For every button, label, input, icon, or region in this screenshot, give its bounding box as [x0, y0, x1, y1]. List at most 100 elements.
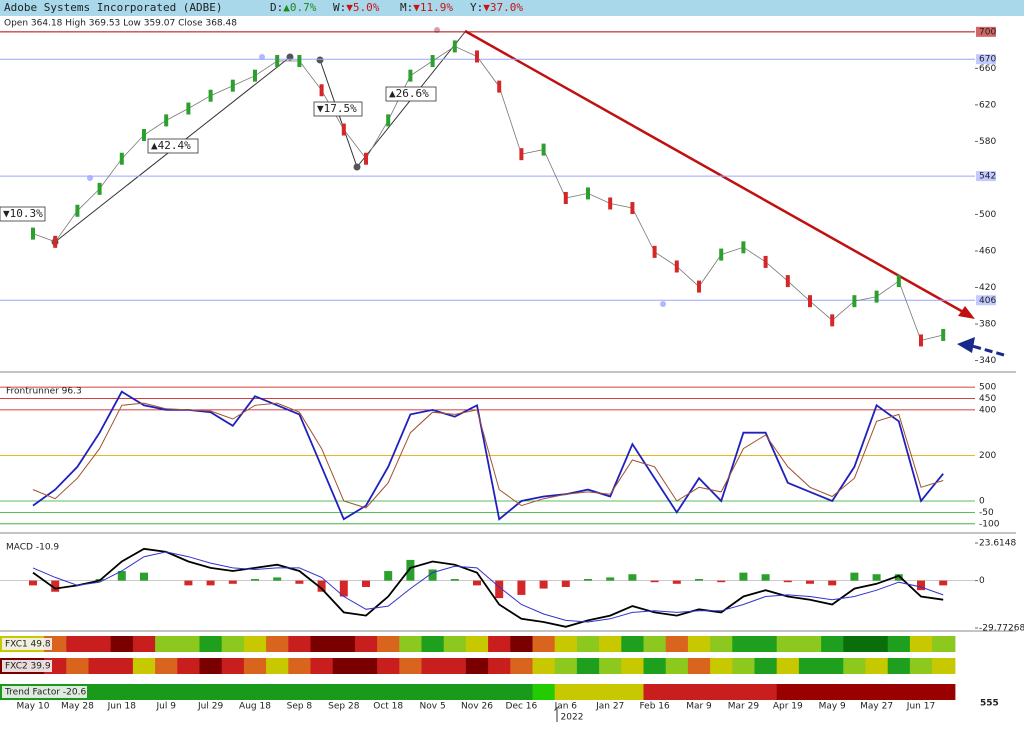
heat-cell: [643, 684, 667, 700]
level-box: [976, 171, 996, 182]
price-bar: [341, 123, 346, 136]
price-bar: [919, 334, 923, 347]
heat-cell: [243, 658, 267, 674]
price-bar: [874, 290, 879, 303]
panel-title: Frontrunner 96.3: [6, 387, 82, 397]
heat-cell: [599, 636, 622, 652]
heat-cell: [510, 636, 533, 652]
heat-cell: [821, 684, 844, 700]
header-change: W:▼5.0%: [333, 1, 380, 14]
panel-title: MACD -10.9: [6, 543, 59, 553]
x-tick-label: Oct 18: [373, 702, 403, 712]
histogram-bar: [495, 580, 504, 599]
histogram-bar: [450, 579, 459, 581]
heat-cell: [576, 684, 600, 700]
change-value: ▼37.0%: [483, 1, 523, 14]
heat-cell: [510, 658, 533, 674]
series-line: [32, 547, 944, 628]
histogram-bar: [29, 580, 37, 586]
y-tick-label: 0: [979, 497, 985, 507]
heat-cell: [155, 684, 178, 700]
x-tick-label: Jun 17: [906, 702, 935, 712]
level-label: 670: [979, 55, 996, 65]
heat-cell: [332, 636, 356, 652]
heat-cell: [865, 658, 889, 674]
price-bar: [519, 148, 524, 161]
annotations-layer: [51, 27, 1005, 357]
price-bar: [808, 295, 812, 308]
heat-cell: [377, 684, 400, 700]
level-box: [976, 295, 996, 306]
heat-cell: [621, 658, 644, 674]
histogram-bar: [939, 580, 948, 586]
y-tick-label: -29.77268: [979, 624, 1024, 634]
heat-cell: [710, 658, 733, 674]
heat-cell: [354, 636, 378, 652]
heat-cell: [776, 636, 800, 652]
y-tick-label: 660: [979, 64, 996, 74]
heat-cell: [732, 636, 755, 652]
histogram-bar: [584, 579, 592, 581]
x-tick-label: Mar 9: [686, 702, 712, 712]
price-bar: [475, 50, 479, 63]
price-bar: [896, 275, 901, 288]
heat-cell: [465, 636, 489, 652]
scale-label: 555: [980, 699, 999, 709]
histogram-bar: [428, 569, 437, 581]
level-label: 406: [979, 296, 996, 306]
x-tick-label: Feb 16: [639, 702, 670, 712]
heat-cell: [843, 658, 866, 674]
price-bar: [364, 152, 368, 165]
series-line: [32, 402, 944, 509]
header-title: Adobe Systems Incorporated (ADBE): [4, 1, 223, 14]
x-tick-label: Dec 16: [506, 702, 538, 712]
histogram-bar: [251, 579, 259, 581]
heat-cell: [199, 636, 223, 652]
heat-cell: [554, 658, 578, 674]
histogram-bar: [317, 580, 326, 592]
change-value: ▲0.7%: [283, 1, 316, 14]
change-label: W:: [333, 1, 346, 14]
heat-cell: [909, 636, 933, 652]
x-tick-label: Aug 18: [239, 702, 271, 712]
heat-cell: [865, 684, 889, 700]
heat-cell: [665, 636, 689, 652]
price-bar: [230, 79, 235, 92]
histogram-bar: [384, 571, 393, 581]
ohlc: Open 364.18 High 369.53 Low 359.07 Close…: [4, 19, 237, 29]
heat-cell: [510, 684, 533, 700]
price-bar: [941, 328, 946, 341]
heat-cell: [532, 684, 556, 700]
y-tick-label: 400: [979, 405, 996, 415]
heat-cell: [310, 636, 334, 652]
heat-cell: [887, 684, 911, 700]
heat-cell: [266, 684, 289, 700]
x-tick-label: May 9: [819, 702, 846, 712]
heat-cell: [465, 658, 489, 674]
heat-cell: [399, 684, 422, 700]
x-tick-label: May 27: [860, 702, 893, 712]
heat-cell: [643, 658, 667, 674]
heat-cell: [310, 658, 334, 674]
heat-cell: [88, 684, 112, 700]
price-bar: [408, 69, 413, 82]
heat-cell: [576, 658, 600, 674]
price-bar: [697, 280, 701, 293]
pointer-arrow-head: [957, 337, 975, 353]
price-bar: [97, 182, 102, 195]
level-box: [976, 26, 996, 37]
heat-cell: [776, 684, 800, 700]
heat-cell: [66, 658, 89, 674]
histogram-bar: [761, 574, 770, 581]
heat-cell: [155, 636, 178, 652]
price-bar: [452, 40, 457, 53]
y-tick-label: 620: [979, 100, 996, 110]
heat-cell: [643, 636, 667, 652]
heat-cell: [354, 684, 378, 700]
heat-cell: [332, 658, 356, 674]
heat-cell: [754, 684, 778, 700]
price-bar: [297, 55, 302, 68]
heat-cell: [488, 636, 511, 652]
heat-cell: [243, 684, 267, 700]
heat-cell: [399, 636, 422, 652]
